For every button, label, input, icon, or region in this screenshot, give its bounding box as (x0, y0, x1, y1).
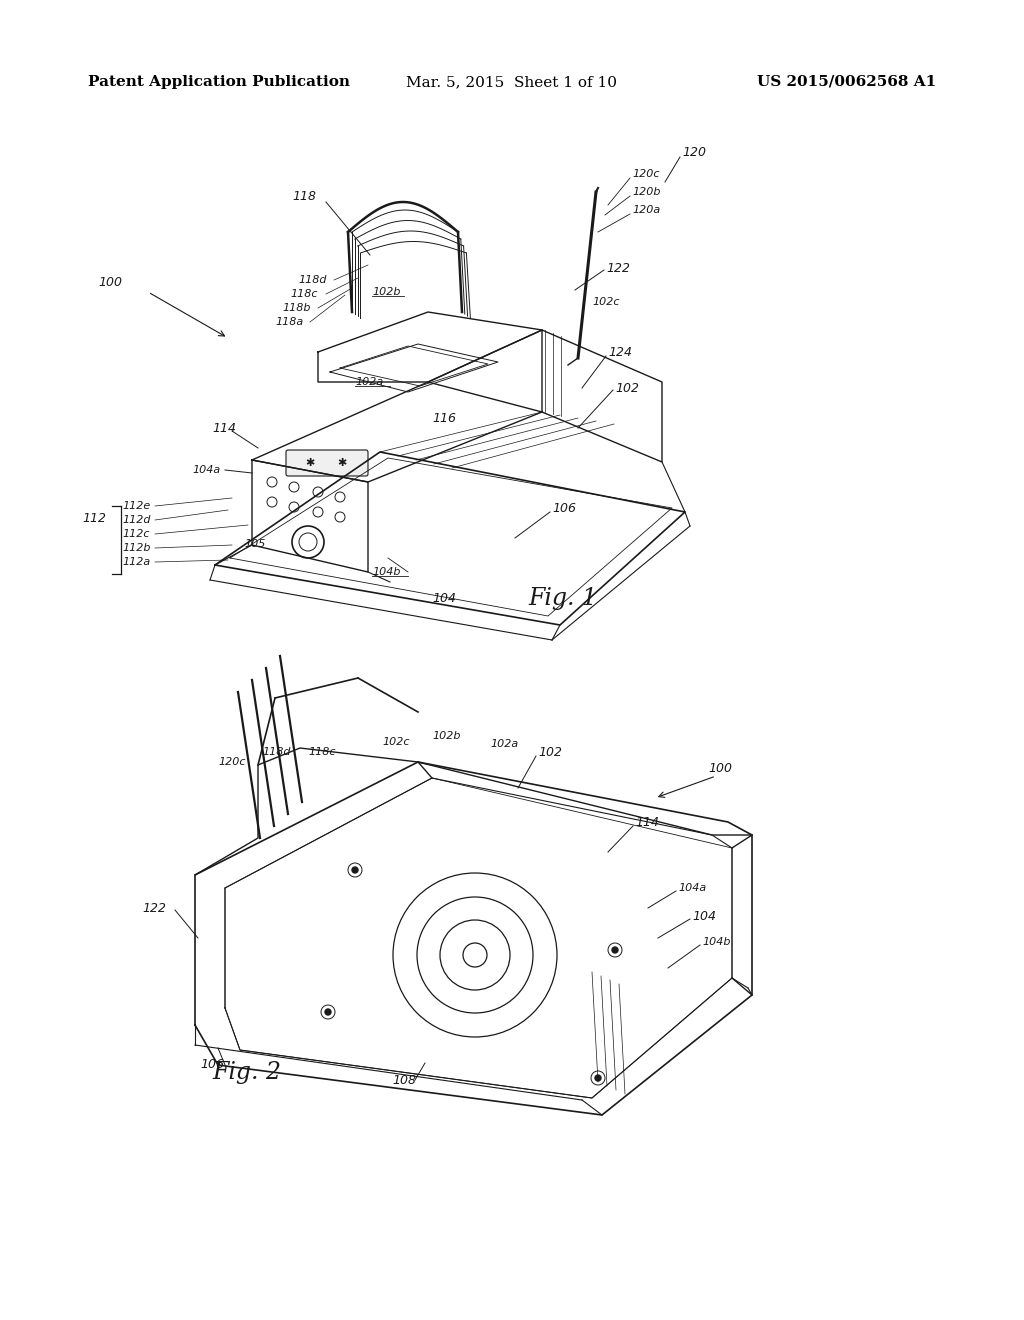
Text: 104a: 104a (678, 883, 707, 894)
Text: 112a: 112a (122, 557, 151, 568)
Text: 120b: 120b (632, 187, 660, 197)
Text: 118c: 118c (308, 747, 336, 756)
Text: Fig. 2: Fig. 2 (212, 1060, 281, 1084)
Text: Patent Application Publication: Patent Application Publication (88, 75, 350, 88)
Text: 102a: 102a (490, 739, 518, 748)
Text: 122: 122 (142, 902, 166, 915)
Text: 102c: 102c (382, 737, 410, 747)
Circle shape (352, 867, 358, 873)
Text: 102b: 102b (432, 731, 461, 741)
Text: 112e: 112e (122, 502, 151, 511)
Circle shape (595, 1074, 601, 1081)
FancyBboxPatch shape (286, 450, 368, 477)
Text: 112d: 112d (122, 515, 151, 525)
Text: 102b: 102b (372, 286, 400, 297)
Text: 112c: 112c (122, 529, 150, 539)
Text: 104a: 104a (193, 465, 220, 475)
Text: 104: 104 (432, 591, 456, 605)
Text: 118: 118 (292, 190, 316, 202)
Text: 108: 108 (392, 1073, 416, 1086)
Circle shape (325, 1008, 331, 1015)
Text: 124: 124 (608, 346, 632, 359)
Text: 120: 120 (682, 145, 706, 158)
Text: 118b: 118b (282, 304, 310, 313)
Text: 102c: 102c (592, 297, 620, 308)
Text: 102: 102 (538, 746, 562, 759)
Text: 102: 102 (615, 381, 639, 395)
Text: Fig. 1: Fig. 1 (528, 586, 597, 610)
Text: 120c: 120c (632, 169, 659, 180)
Text: 100: 100 (708, 762, 732, 775)
Text: 122: 122 (606, 261, 630, 275)
Text: 104b: 104b (372, 568, 400, 577)
Text: 105: 105 (244, 539, 265, 549)
Text: US 2015/0062568 A1: US 2015/0062568 A1 (757, 75, 936, 88)
Text: 118a: 118a (275, 317, 303, 327)
Text: 106: 106 (552, 502, 575, 515)
Text: 104: 104 (692, 909, 716, 923)
Text: 106: 106 (200, 1059, 224, 1072)
Text: 118d: 118d (262, 747, 291, 756)
Text: 114: 114 (635, 816, 659, 829)
Text: 118c: 118c (290, 289, 317, 300)
Text: ✱: ✱ (305, 458, 314, 469)
Text: 118d: 118d (298, 275, 327, 285)
Text: 102a: 102a (355, 378, 383, 387)
Text: Mar. 5, 2015  Sheet 1 of 10: Mar. 5, 2015 Sheet 1 of 10 (407, 75, 617, 88)
Text: 116: 116 (432, 412, 456, 425)
Text: 114: 114 (212, 421, 236, 434)
Circle shape (612, 946, 618, 953)
Text: 104b: 104b (702, 937, 730, 946)
Text: 100: 100 (98, 276, 122, 289)
Text: 112b: 112b (122, 543, 151, 553)
Text: 120a: 120a (632, 205, 660, 215)
Text: 120c: 120c (218, 756, 246, 767)
Text: ✱: ✱ (337, 458, 347, 469)
Text: 112: 112 (82, 511, 106, 524)
